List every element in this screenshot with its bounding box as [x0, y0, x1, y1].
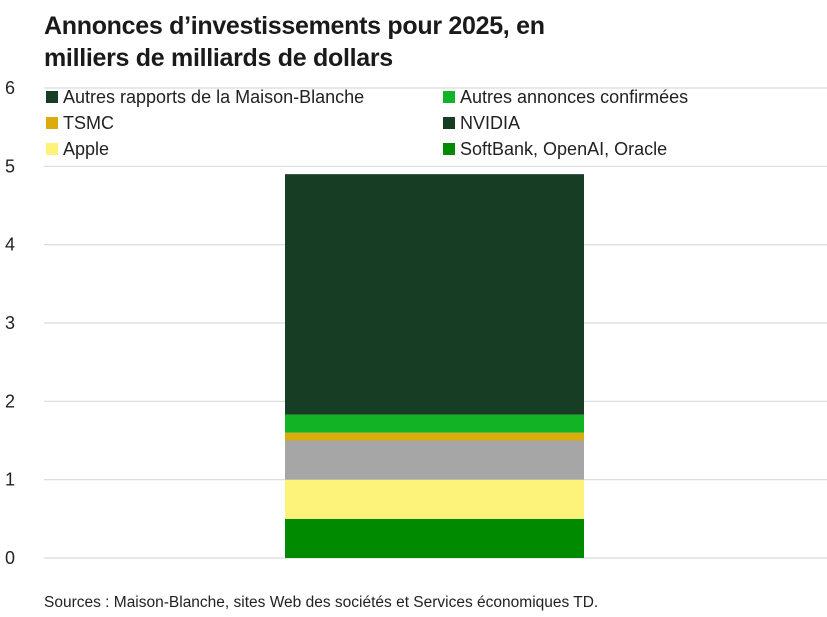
legend: Autres rapports de la Maison-Blanche Autr… — [46, 87, 688, 159]
y-axis-ticks: 0 1 2 3 4 5 6 — [5, 78, 15, 568]
y-tick-label: 5 — [5, 156, 15, 176]
legend-label: TSMC — [63, 113, 114, 133]
legend-swatch — [46, 143, 58, 155]
chart-title-line-1: Annonces d’investissements pour 2025, en — [44, 12, 545, 40]
source-note: Sources : Maison-Blanche, sites Web des … — [44, 594, 599, 611]
chart-title-line-2: milliers de milliards de dollars — [44, 44, 393, 72]
y-tick-label: 2 — [5, 391, 15, 411]
legend-label: NVIDIA — [460, 113, 520, 133]
legend-swatch — [46, 91, 58, 103]
legend-swatch — [443, 117, 455, 129]
chart-title: Annonces d’investissements pour 2025, en… — [44, 10, 744, 74]
bar-segment — [285, 432, 584, 441]
bar-segment — [285, 479, 584, 519]
legend-label: Autres rapports de la Maison-Blanche — [63, 87, 364, 107]
legend-label: Apple — [63, 139, 109, 159]
bar-segment — [285, 414, 584, 433]
y-tick-label: 6 — [5, 78, 15, 98]
legend-label: SoftBank, OpenAI, Oracle — [460, 139, 667, 159]
y-tick-label: 4 — [5, 235, 15, 255]
y-tick-label: 0 — [5, 548, 15, 568]
legend-swatch — [443, 91, 455, 103]
bar-segment — [285, 440, 584, 480]
legend-swatch — [443, 143, 455, 155]
bar-segment — [285, 174, 584, 415]
y-tick-label: 3 — [5, 313, 15, 333]
y-tick-label: 1 — [5, 470, 15, 490]
bar-segment — [285, 518, 584, 558]
legend-swatch — [46, 117, 58, 129]
legend-label: Autres annonces confirmées — [460, 87, 688, 107]
bar-segments — [285, 174, 584, 558]
